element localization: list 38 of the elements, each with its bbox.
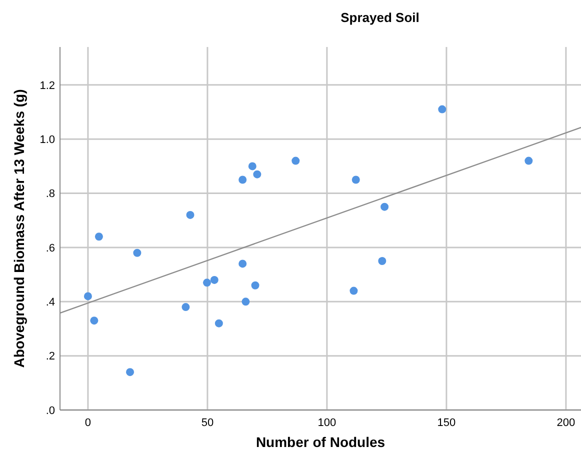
x-axis-title: Number of Nodules bbox=[256, 434, 386, 450]
point bbox=[84, 292, 92, 300]
point bbox=[133, 248, 142, 257]
y-axis-title: Aboveground Biomass After 13 Weeks (g) bbox=[11, 89, 27, 368]
x-tick-label: 100 bbox=[318, 417, 336, 429]
point bbox=[378, 257, 386, 266]
point bbox=[438, 105, 446, 114]
point bbox=[350, 286, 358, 295]
x-tick-label: 0 bbox=[84, 417, 92, 429]
point bbox=[253, 170, 262, 178]
y-tick-label: 1.0 bbox=[40, 134, 55, 146]
y-tick-label: .0 bbox=[46, 404, 55, 417]
point bbox=[380, 202, 389, 211]
point bbox=[186, 210, 194, 219]
chart-title: Sprayed Soil bbox=[340, 10, 420, 25]
point bbox=[292, 156, 300, 165]
point bbox=[210, 276, 218, 284]
y-tick-label: .8 bbox=[46, 188, 55, 200]
point bbox=[238, 260, 247, 268]
point bbox=[238, 176, 247, 184]
point bbox=[248, 162, 256, 170]
point bbox=[182, 303, 190, 312]
x-tick-label: 200 bbox=[556, 417, 576, 429]
point bbox=[94, 232, 103, 241]
y-tick-label: .2 bbox=[46, 350, 55, 363]
y-tick-label: .6 bbox=[46, 242, 55, 254]
point bbox=[352, 176, 360, 184]
point bbox=[90, 316, 98, 325]
point bbox=[126, 368, 134, 376]
x-tick-label: 150 bbox=[437, 417, 456, 429]
y-tick-label: .4 bbox=[46, 296, 55, 308]
point bbox=[202, 278, 211, 287]
point bbox=[251, 281, 260, 290]
y-tick-label: 1.2 bbox=[40, 80, 55, 92]
point bbox=[242, 298, 250, 306]
point bbox=[524, 156, 533, 165]
x-tick-label: 50 bbox=[201, 417, 214, 429]
point bbox=[214, 319, 223, 328]
